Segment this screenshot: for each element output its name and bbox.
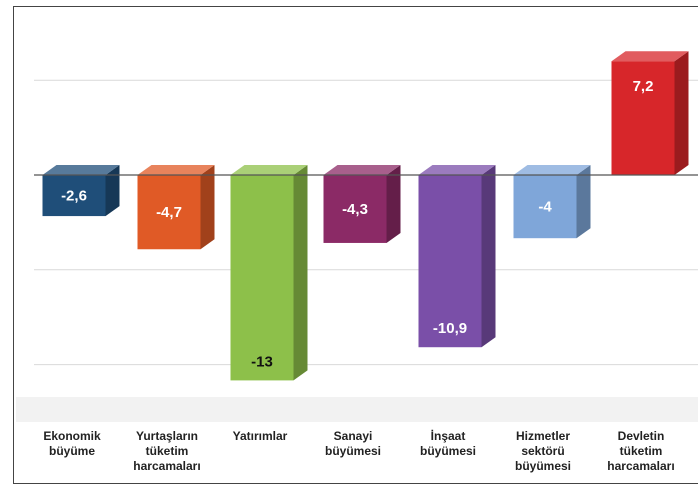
- bar-top: [42, 165, 120, 175]
- bar-side: [576, 165, 591, 239]
- value-label: -2,6: [61, 188, 87, 205]
- bar-front: [137, 175, 201, 250]
- value-label: -13: [251, 353, 273, 370]
- bar-top: [418, 165, 496, 175]
- bar-side: [674, 51, 689, 175]
- bar: -13: [230, 165, 308, 381]
- bar: -4: [513, 165, 591, 239]
- bar-front: [418, 175, 482, 348]
- bar-top: [323, 165, 401, 175]
- bar-front: [230, 175, 294, 381]
- category-band: [16, 397, 698, 422]
- bar: -4,3: [323, 165, 401, 243]
- bar-front: [611, 61, 675, 175]
- category-label: Yatırımlar: [233, 429, 288, 443]
- value-label: -4: [538, 199, 552, 216]
- bar: -10,9: [418, 165, 496, 348]
- bar-front: [513, 175, 577, 239]
- bar: 7,2: [611, 51, 689, 175]
- category-label: İnşaat büyümesi: [420, 428, 476, 458]
- bar-front: [323, 175, 387, 243]
- bar-top: [513, 165, 591, 175]
- category-label: Devletin tüketim harcamaları: [607, 429, 674, 473]
- value-label: -4,7: [156, 204, 182, 221]
- bar-top: [611, 51, 689, 62]
- bar-front: [42, 175, 106, 217]
- value-label: 7,2: [633, 78, 654, 95]
- bar-side: [105, 165, 120, 217]
- bar: -2,6: [42, 165, 120, 217]
- category-label: Hizmetler sektörü büyümesi: [515, 429, 571, 473]
- bar-side: [386, 165, 401, 243]
- bar-side: [200, 165, 215, 250]
- value-label: -10,9: [433, 320, 467, 337]
- category-label: Ekonomik büyüme: [43, 429, 101, 458]
- bar-side: [293, 165, 308, 381]
- bar: -4,7: [137, 165, 215, 250]
- value-label: -4,3: [342, 201, 368, 218]
- bar-top: [230, 165, 308, 175]
- bar-side: [481, 165, 496, 348]
- bar-top: [137, 165, 215, 175]
- category-label: Sanayi büyümesi: [325, 429, 381, 458]
- category-label: Yurtaşların tüketim harcamaları: [133, 429, 200, 473]
